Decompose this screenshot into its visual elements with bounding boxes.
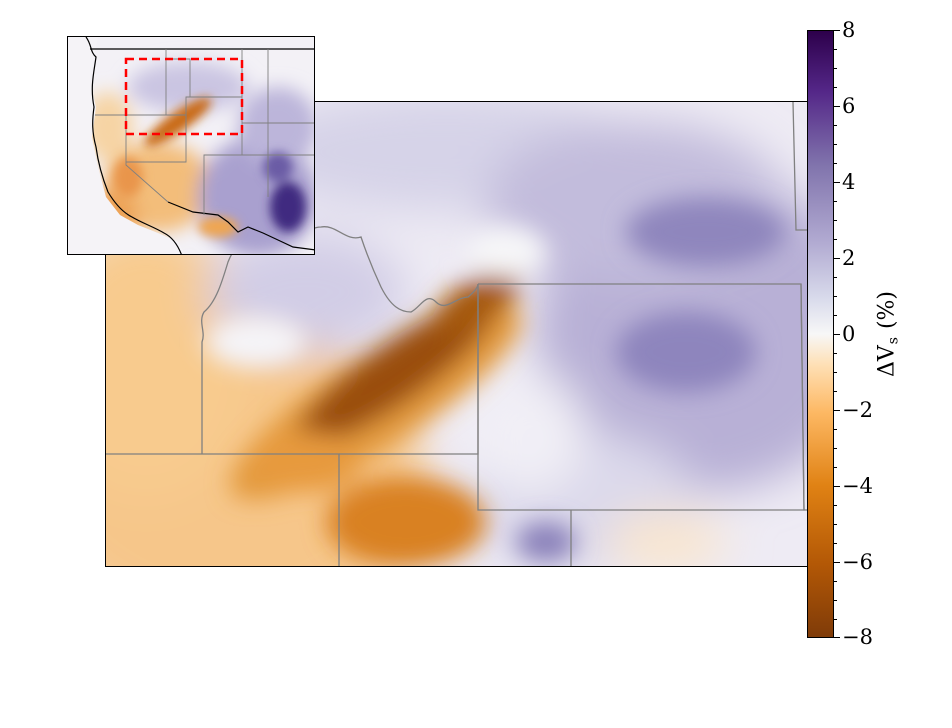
state-borders	[106, 102, 807, 566]
colorbar-tick-label: −6	[842, 550, 873, 574]
colorbar-tick	[834, 334, 840, 335]
colorbar-minor-tick	[834, 87, 837, 88]
inset-border-ca-nv	[125, 115, 169, 203]
inset-pacific	[68, 37, 185, 254]
colorbar-minor-tick	[834, 163, 837, 164]
colorbar-minor-tick	[834, 220, 837, 221]
colorbar-tick-label: 2	[842, 246, 856, 270]
border-east-2	[800, 283, 807, 511]
colorbar-tick-label: −2	[842, 398, 873, 422]
colorbar-tick-label: −4	[842, 474, 873, 498]
colorbar-minor-tick	[834, 68, 837, 69]
inset-border-nv-ut	[126, 115, 187, 163]
anomaly-field-detail	[206, 197, 786, 566]
colorbar-minor-tick	[834, 144, 837, 145]
inset-coastline	[85, 37, 314, 254]
colorbar	[807, 30, 834, 638]
inset-map-svg	[68, 37, 314, 254]
colorbar-tick	[834, 30, 840, 31]
colorbar-tick-label: −8	[842, 625, 873, 649]
colorbar-minor-tick	[834, 448, 837, 449]
colorbar-minor-tick	[834, 296, 837, 297]
colorbar-tick	[834, 562, 840, 563]
inset-region-box	[124, 57, 244, 136]
colorbar-title-main: ΔV	[874, 345, 900, 378]
colorbar-minor-tick	[834, 619, 837, 620]
colorbar-minor-tick	[834, 353, 837, 354]
inset-map	[67, 36, 315, 255]
colorbar-tick	[834, 637, 840, 638]
colorbar-minor-tick	[834, 524, 837, 525]
inset-mexico-border	[167, 201, 314, 251]
inset-border-mt	[166, 58, 191, 97]
colorbar-minor-tick	[834, 581, 837, 582]
colorbar-tick	[834, 182, 840, 183]
colorbar-tick-label: 0	[842, 322, 856, 346]
colorbar-minor-tick	[834, 49, 837, 50]
colorbar-tick-label: 6	[842, 94, 856, 118]
border-east-1	[792, 102, 807, 231]
colorbar-tick	[834, 486, 840, 487]
colorbar-tick-label: 8	[842, 18, 856, 42]
colorbar-minor-tick	[834, 201, 837, 202]
colorbar-tick	[834, 258, 840, 259]
colorbar-minor-tick	[834, 315, 837, 316]
colorbar-minor-tick	[834, 239, 837, 240]
colorbar-tick	[834, 410, 840, 411]
colorbar-title: ΔVs (%)	[874, 290, 902, 378]
colorbar-minor-tick	[834, 600, 837, 601]
anomaly-field-broad	[106, 102, 807, 566]
colorbar-minor-tick	[834, 467, 837, 468]
colorbar-minor-tick	[834, 125, 837, 126]
colorbar-minor-tick	[834, 277, 837, 278]
colorbar-title-subscript: s	[885, 337, 902, 345]
border-idaho	[201, 226, 479, 454]
colorbar-title-unit: (%)	[874, 290, 900, 337]
colorbar-minor-tick	[834, 429, 837, 430]
inset-anomaly-detail	[113, 97, 306, 237]
colorbar-minor-tick	[834, 505, 837, 506]
colorbar-tick	[834, 106, 840, 107]
colorbar-tick-label: 4	[842, 170, 856, 194]
colorbar-minor-tick	[834, 372, 837, 373]
colorbar-minor-tick	[834, 543, 837, 544]
colorbar-minor-tick	[834, 391, 837, 392]
inset-west-coast	[85, 37, 182, 254]
